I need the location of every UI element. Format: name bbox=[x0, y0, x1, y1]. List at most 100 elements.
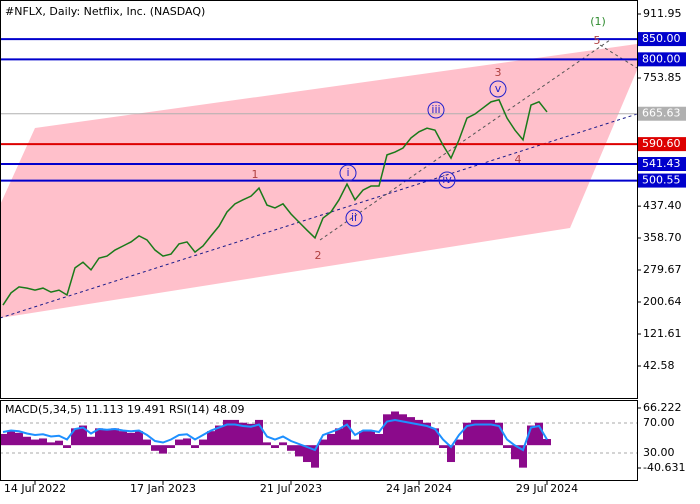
macd-bar bbox=[471, 419, 479, 446]
macd-bar bbox=[263, 442, 271, 446]
macd-bar bbox=[519, 445, 527, 468]
macd-bar bbox=[439, 445, 447, 448]
level-tag bbox=[638, 52, 686, 67]
y-tick-label: 911.95 bbox=[643, 7, 682, 20]
wave-circle bbox=[438, 171, 456, 189]
macd-bar bbox=[503, 445, 511, 448]
macd-bar bbox=[279, 442, 287, 446]
level-tag bbox=[638, 137, 686, 152]
x-tick-label: 14 Jul 2022 bbox=[4, 482, 66, 495]
rsi-line bbox=[2, 418, 548, 452]
macd-bar bbox=[359, 431, 367, 446]
y2-tick-label: 30.00 bbox=[643, 446, 675, 459]
macd-bar bbox=[407, 417, 415, 446]
level-label: 800.00 bbox=[642, 52, 681, 65]
level-tag bbox=[638, 106, 686, 121]
wave-circle bbox=[345, 209, 363, 227]
macd-bar bbox=[111, 428, 119, 446]
macd-bar bbox=[207, 431, 215, 446]
macd-bar bbox=[271, 445, 279, 448]
level-label: 850.00 bbox=[642, 32, 681, 45]
macd-bar bbox=[71, 428, 79, 446]
macd-bar bbox=[311, 445, 319, 468]
macd-bar bbox=[199, 439, 207, 446]
macd-bar bbox=[543, 439, 551, 446]
macd-bar bbox=[511, 445, 519, 460]
macd-bar bbox=[231, 419, 239, 446]
wave-label: i bbox=[346, 166, 349, 179]
macd-bar bbox=[447, 445, 455, 463]
macd-bar bbox=[343, 419, 351, 446]
macd-bar bbox=[295, 445, 303, 457]
y-tick-label: 200.64 bbox=[643, 295, 682, 308]
macd-bar bbox=[423, 422, 431, 446]
macd-bar bbox=[103, 429, 111, 446]
macd-bar bbox=[15, 432, 23, 446]
macd-bar bbox=[255, 419, 263, 446]
indicator-title: MACD(5,34,5) 11.113 19.491 RSI(14) 48.09 bbox=[5, 403, 244, 416]
wave-label: iii bbox=[431, 103, 440, 116]
macd-bar bbox=[399, 414, 407, 446]
level-label: 665.63 bbox=[642, 107, 681, 120]
y-tick-label: 66.222 bbox=[643, 401, 682, 414]
macd-bar bbox=[87, 436, 95, 446]
macd-bar bbox=[487, 419, 495, 446]
macd-bar bbox=[159, 445, 167, 454]
macd-bar bbox=[391, 411, 399, 446]
wave-label: iv bbox=[442, 173, 452, 186]
macd-bar bbox=[367, 431, 375, 446]
wave-circle bbox=[427, 101, 445, 119]
wave-label: 4 bbox=[515, 153, 522, 166]
macd-bar bbox=[135, 431, 143, 446]
macd-bar bbox=[351, 439, 359, 446]
wave-circle bbox=[489, 80, 507, 98]
y-tick-label: 121.61 bbox=[643, 327, 682, 340]
macd-bar bbox=[335, 428, 343, 446]
macd-bar bbox=[63, 445, 71, 448]
macd-bar bbox=[0, 433, 7, 446]
x-tick-label: 29 Jul 2024 bbox=[516, 482, 578, 495]
wave-circle bbox=[339, 164, 357, 182]
y2-tick-label: 70.00 bbox=[643, 416, 675, 429]
macd-bar bbox=[31, 439, 39, 446]
macd-bar bbox=[47, 442, 55, 446]
level-label: 590.60 bbox=[642, 137, 681, 150]
wave-label: (1) bbox=[590, 15, 606, 28]
x-tick-label: 21 Jul 2023 bbox=[260, 482, 322, 495]
macd-bar bbox=[431, 428, 439, 446]
wave-label: 2 bbox=[315, 249, 322, 262]
main-frame bbox=[0, 0, 638, 399]
y-tick-label: 42.58 bbox=[643, 359, 675, 372]
macd-bar bbox=[143, 439, 151, 446]
wave-line bbox=[319, 39, 611, 241]
macd-bar bbox=[7, 431, 15, 446]
macd-bar bbox=[535, 422, 543, 446]
macd-bar bbox=[167, 445, 175, 448]
macd-bar bbox=[479, 419, 487, 446]
macd-bar bbox=[327, 433, 335, 446]
macd-bar bbox=[127, 432, 135, 446]
y-tick-label: 279.67 bbox=[643, 263, 682, 276]
x-tick-label: 24 Jan 2024 bbox=[386, 482, 452, 495]
macd-bar bbox=[319, 439, 327, 446]
macd-bar bbox=[239, 422, 247, 446]
macd-bar bbox=[79, 425, 87, 446]
macd-bar bbox=[151, 445, 159, 451]
macd-bar bbox=[287, 445, 295, 451]
macd-bar bbox=[175, 439, 183, 446]
y-tick-label: -40.631 bbox=[643, 461, 685, 474]
macd-bar bbox=[23, 436, 31, 446]
macd-bar bbox=[215, 425, 223, 446]
level-tag bbox=[638, 157, 686, 172]
macd-bar bbox=[191, 445, 199, 448]
macd-bar bbox=[223, 419, 231, 446]
level-tag bbox=[638, 173, 686, 188]
macd-bar bbox=[415, 419, 423, 446]
macd-bar bbox=[183, 438, 191, 446]
macd-bar bbox=[463, 422, 471, 446]
macd-bar bbox=[375, 433, 383, 446]
wave-label: 1 bbox=[252, 168, 259, 181]
x-tick-label: 17 Jan 2023 bbox=[130, 482, 196, 495]
macd-bar bbox=[495, 422, 503, 446]
